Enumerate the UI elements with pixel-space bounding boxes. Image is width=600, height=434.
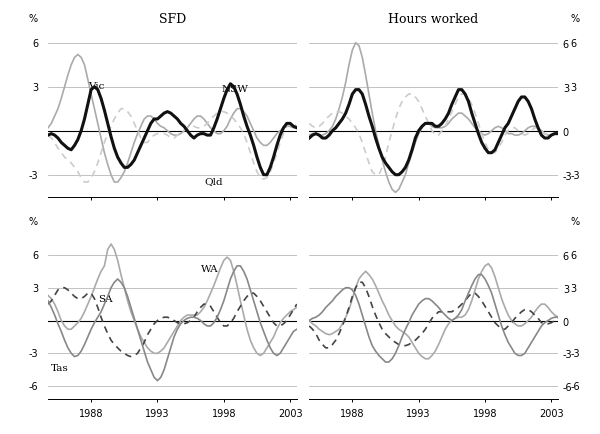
Text: SA: SA bbox=[98, 294, 112, 303]
Text: -6: -6 bbox=[28, 381, 38, 391]
Text: 6: 6 bbox=[571, 250, 577, 260]
Text: -3: -3 bbox=[571, 349, 580, 358]
Text: 6: 6 bbox=[32, 39, 38, 49]
Text: 3: 3 bbox=[32, 82, 38, 92]
Text: %: % bbox=[29, 14, 38, 24]
Text: 6: 6 bbox=[32, 250, 38, 260]
Text: WA: WA bbox=[201, 265, 219, 274]
Text: 3: 3 bbox=[32, 283, 38, 293]
Text: %: % bbox=[29, 217, 38, 227]
Text: Vic: Vic bbox=[88, 82, 105, 91]
Text: 6: 6 bbox=[571, 39, 577, 49]
Text: %: % bbox=[571, 14, 580, 24]
Text: -3: -3 bbox=[28, 349, 38, 358]
Text: -3: -3 bbox=[571, 170, 580, 180]
Text: NSW: NSW bbox=[221, 85, 248, 94]
Text: Tas: Tas bbox=[52, 363, 69, 372]
Text: 3: 3 bbox=[571, 82, 577, 92]
Text: -3: -3 bbox=[28, 170, 38, 180]
Text: Qld: Qld bbox=[204, 177, 223, 186]
Title: Hours worked: Hours worked bbox=[388, 13, 479, 26]
Text: %: % bbox=[571, 217, 580, 227]
Text: 3: 3 bbox=[571, 283, 577, 293]
Text: -6: -6 bbox=[571, 381, 580, 391]
Title: SFD: SFD bbox=[159, 13, 186, 26]
